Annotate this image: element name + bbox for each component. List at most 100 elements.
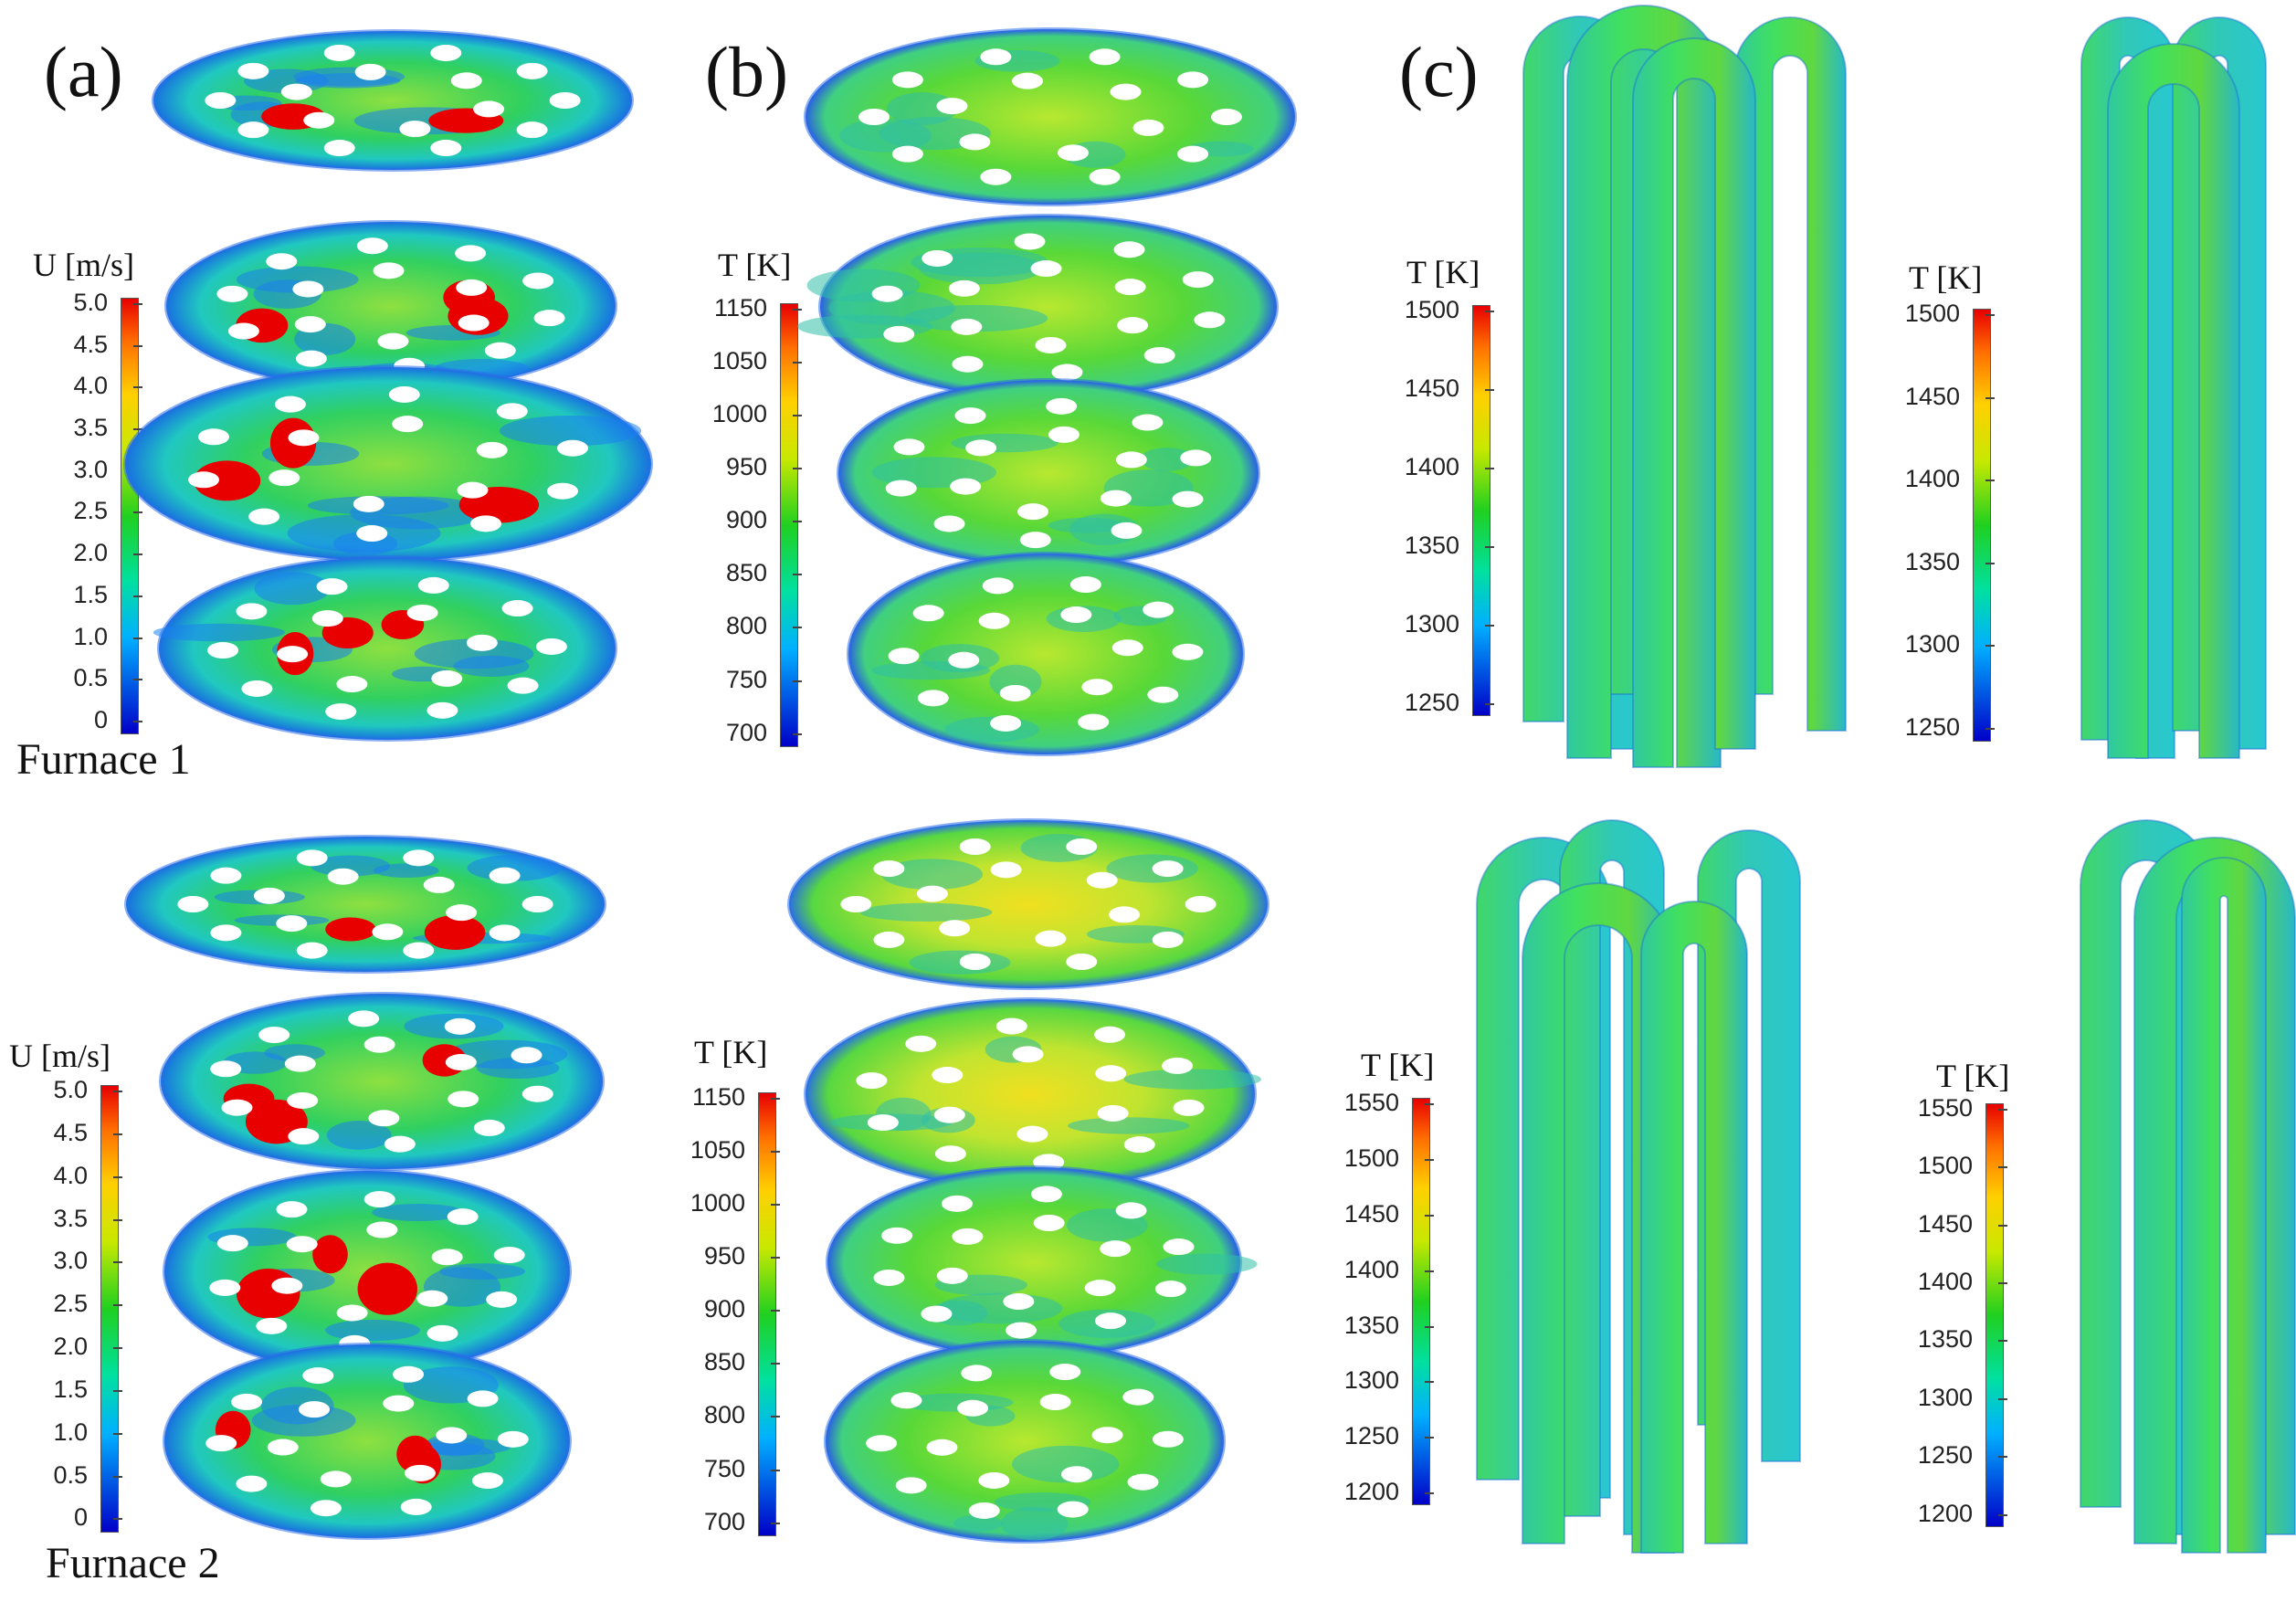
tube-hole — [916, 885, 948, 902]
tube-hole — [221, 1099, 253, 1116]
tube-hole — [978, 612, 1010, 629]
tube-hole — [316, 578, 348, 595]
tube-hole — [968, 1502, 1000, 1519]
high-velocity-zone — [357, 1262, 417, 1315]
tube-hole — [954, 407, 986, 425]
tube-hole — [1089, 168, 1121, 185]
tube-hole — [982, 577, 1014, 595]
colorbar-tick-mark — [1485, 389, 1494, 392]
tube-hole — [1049, 1364, 1081, 1381]
tube-hole — [1173, 1099, 1205, 1116]
tube-hole — [423, 876, 455, 893]
colorbar-tick-mark — [113, 1304, 122, 1307]
colorbar-tick-mark — [133, 553, 142, 556]
tube-hole — [546, 482, 578, 500]
colorbar-tick-label: 3.0 — [73, 455, 108, 483]
tube-hole — [237, 62, 269, 79]
tube-hole — [177, 896, 209, 912]
tube-hole — [936, 1267, 968, 1284]
tube-hole — [236, 603, 268, 620]
flow-streak — [1001, 1506, 1069, 1541]
flow-streak — [859, 902, 993, 922]
tube-hole — [959, 133, 991, 151]
tube-hole — [980, 168, 1012, 185]
colorbar-tick-mark — [1985, 480, 1995, 482]
colorbar-tick-mark — [113, 1389, 122, 1392]
tube-hole — [253, 887, 285, 904]
colorbar-tick-mark — [113, 1175, 122, 1178]
colorbar-tick-mark — [113, 1261, 122, 1264]
colorbar-tick-label: 1400 — [1904, 465, 1960, 493]
tube-hole — [948, 651, 980, 669]
tube-hole — [1117, 317, 1149, 334]
flow-streak — [372, 1204, 465, 1222]
colorbar-tick-label: 1450 — [1404, 374, 1459, 403]
tube-hole — [431, 1249, 463, 1266]
colorbar-tick-label: 800 — [703, 1401, 745, 1429]
tube-hole — [388, 385, 420, 403]
colorbar-tick-mark — [1985, 728, 1995, 731]
tube-hole — [888, 648, 920, 665]
colorbar-tick-mark — [793, 521, 802, 523]
colorbar-tick-mark — [133, 303, 142, 305]
colorbar-tick-mark — [1425, 1325, 1434, 1328]
flow-streak — [1011, 1445, 1120, 1483]
colorbar-tick-label: 700 — [725, 718, 767, 746]
colorbar-tick-label: 700 — [703, 1507, 745, 1535]
tube-hole — [456, 279, 488, 296]
tube-hole — [467, 1390, 499, 1407]
u-tube — [2181, 857, 2267, 1554]
tube-hole — [269, 469, 300, 487]
colorbar-tick-mark — [1998, 1166, 2007, 1169]
tube-hole — [205, 1435, 237, 1452]
tube-hole — [473, 100, 505, 118]
tube-hole — [856, 1072, 888, 1090]
tube-hole — [1210, 109, 1242, 125]
tube-hole — [533, 310, 565, 327]
tube-hole — [990, 861, 1022, 879]
tube-hole — [1143, 347, 1175, 364]
tube-hole — [1016, 1125, 1048, 1143]
tube-hole — [1123, 1136, 1155, 1154]
high-velocity-zone — [325, 917, 376, 942]
tube-hole — [1172, 643, 1204, 660]
tube-temperature-colorbar-2-bar — [1973, 309, 1991, 742]
tube-hole — [237, 121, 269, 139]
tube-hole — [288, 429, 320, 447]
u-tube — [1640, 901, 1748, 1554]
tube-hole — [471, 1472, 503, 1490]
colorbar-tick-label: 1450 — [1904, 382, 1960, 410]
tube-hole — [933, 515, 965, 532]
colorbar-tick-label: 1250 — [1904, 713, 1960, 742]
disc-rim — [163, 1343, 572, 1540]
tube-hole — [1152, 931, 1184, 948]
colorbar-tick-mark — [1425, 1270, 1434, 1272]
tube-hole — [431, 669, 463, 687]
colorbar-tick-mark — [113, 1432, 122, 1435]
tube-hole — [912, 605, 944, 622]
tube-hole — [1152, 1430, 1184, 1448]
tube-hole — [893, 438, 925, 456]
tube-hole — [198, 428, 230, 446]
tube-hole — [957, 1399, 989, 1417]
colorbar-tick-label: 2.0 — [73, 539, 108, 567]
colorbar-tick-label: 5.0 — [53, 1076, 88, 1103]
tube-hole — [280, 83, 312, 100]
tube-hole — [1078, 713, 1110, 731]
tube-hole — [427, 1324, 458, 1342]
flow-streak — [373, 863, 439, 878]
flow-streak — [1067, 1117, 1190, 1134]
tube-temperature-colorbar-3-bar — [1412, 1098, 1430, 1505]
colorbar-tick-mark — [133, 428, 142, 431]
tube-hole — [1162, 1057, 1194, 1074]
colorbar-tick-mark — [113, 1347, 122, 1350]
colorbar-tick-mark — [1485, 311, 1494, 312]
tube-hole — [447, 1208, 479, 1226]
tube-hole — [1035, 336, 1067, 353]
tube-hole — [231, 1393, 263, 1410]
colorbar-tick-mark — [1985, 562, 1995, 564]
tube-hole — [1014, 233, 1046, 250]
tube-hole — [497, 1430, 529, 1448]
colorbar-tick-mark — [1985, 314, 1995, 316]
